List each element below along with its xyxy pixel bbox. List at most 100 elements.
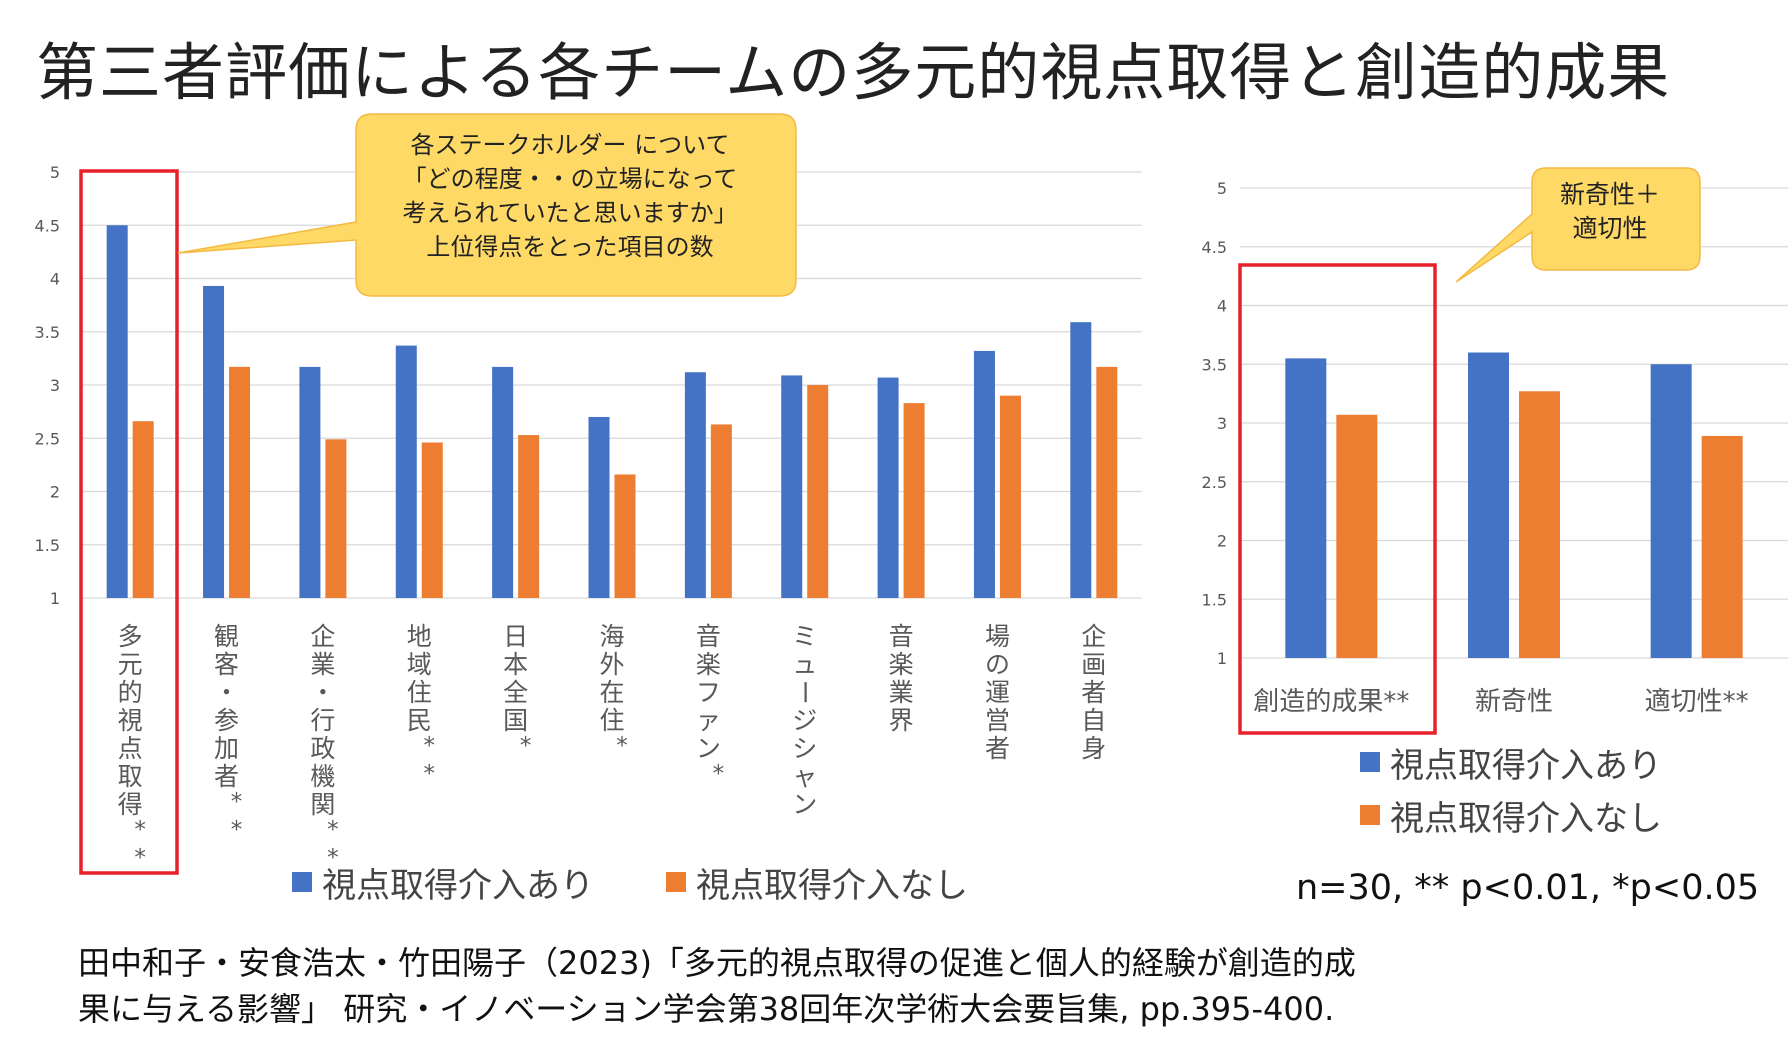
x-category-label: * bbox=[520, 733, 532, 759]
x-category-label: 元 bbox=[118, 650, 143, 679]
legend-swatch-with-main bbox=[292, 872, 312, 892]
x-category-label: 日 bbox=[503, 622, 528, 651]
legend-swatch-without-main bbox=[666, 872, 686, 892]
x-category-label: 地 bbox=[407, 622, 432, 651]
bar-without bbox=[1096, 366, 1118, 598]
bar-without bbox=[614, 474, 636, 598]
y-tick-label: 4 bbox=[50, 270, 60, 289]
main-chart-bars bbox=[106, 225, 1118, 598]
x-category-label: 業 bbox=[889, 678, 914, 707]
x-category-label: ー bbox=[790, 680, 819, 705]
x-category-label: 自 bbox=[1081, 706, 1106, 735]
y-tick-label: 3.5 bbox=[1202, 355, 1227, 374]
callout-bubble-main bbox=[177, 113, 797, 297]
side-chart-bars bbox=[1285, 352, 1743, 658]
bar-without bbox=[518, 435, 540, 598]
x-category-label: 創造的成果** bbox=[1253, 687, 1409, 717]
bar-with bbox=[877, 377, 899, 598]
x-category-label: * bbox=[134, 845, 146, 871]
bar-with bbox=[1468, 352, 1509, 658]
x-category-label: 域 bbox=[407, 650, 432, 679]
x-category-label: * bbox=[327, 817, 339, 843]
x-category-label: 海 bbox=[599, 622, 624, 651]
bar-without bbox=[132, 421, 154, 598]
page-title: 第三者評価による各チームの多元的視点取得と創造的成果 bbox=[36, 36, 1671, 109]
x-category-label: 取 bbox=[118, 762, 143, 791]
x-category-label: * bbox=[713, 761, 725, 787]
callout-side-text: 新奇性＋ 適切性 bbox=[1530, 178, 1690, 246]
x-category-label: 者 bbox=[1081, 678, 1106, 707]
bar-without bbox=[1336, 414, 1378, 658]
bar-with bbox=[106, 225, 128, 598]
legend-swatch-with-side bbox=[1360, 752, 1380, 772]
x-category-label: 身 bbox=[1081, 734, 1106, 763]
bar-without bbox=[710, 424, 732, 598]
bar-without bbox=[903, 403, 925, 598]
y-tick-label: 2 bbox=[1217, 532, 1227, 551]
callout-main-line: 各ステークホルダー について bbox=[410, 131, 730, 159]
x-category-label: 業 bbox=[310, 650, 335, 679]
x-category-label: 機 bbox=[310, 762, 335, 791]
bar-without bbox=[229, 366, 251, 598]
x-category-label: 参 bbox=[214, 706, 239, 735]
x-category-label: 界 bbox=[889, 706, 914, 735]
x-category-label: 楽 bbox=[696, 650, 721, 679]
y-tick-label: 1.5 bbox=[1202, 590, 1227, 609]
bar-with bbox=[203, 285, 225, 598]
main-chart-y-ticks: 1 1.5 2 2.5 3 3.5 4 4.5 5 bbox=[35, 163, 60, 608]
main-chart-grid bbox=[82, 171, 1142, 599]
legend-label-without-side: 視点取得介入なし bbox=[1390, 799, 1662, 839]
bar-with bbox=[781, 375, 803, 598]
highlight-box-main bbox=[79, 169, 179, 875]
x-category-label: 行 bbox=[310, 706, 335, 735]
y-tick-label: 1.5 bbox=[35, 536, 60, 555]
x-category-label: * bbox=[327, 845, 339, 871]
callout-main-line: 「どの程度・・の立場になって bbox=[402, 165, 738, 193]
x-category-label: 客 bbox=[214, 650, 239, 679]
y-tick-label: 3.5 bbox=[35, 323, 60, 342]
y-tick-label: 4.5 bbox=[35, 216, 60, 235]
x-category-label: 画 bbox=[1081, 650, 1106, 679]
x-category-label: 者 bbox=[214, 762, 239, 791]
side-chart-x-labels: 創造的成果** 新奇性 適切性** bbox=[1253, 687, 1748, 717]
bar-without bbox=[1701, 435, 1743, 658]
legend-label-without-main: 視点取得介入なし bbox=[696, 866, 968, 906]
x-category-label: 外 bbox=[599, 650, 624, 679]
x-category-label: 得 bbox=[118, 790, 143, 819]
legend-label-with-side: 視点取得介入あり bbox=[1390, 746, 1662, 786]
legend-swatch-without-side bbox=[1360, 805, 1380, 825]
x-category-label: 全 bbox=[503, 678, 528, 707]
callout-main-text: 各ステークホルダー について 「どの程度・・の立場になって 考えられていたと思い… bbox=[340, 128, 800, 264]
x-category-label: * bbox=[424, 761, 436, 787]
x-category-label: 企 bbox=[310, 622, 335, 651]
x-category-label: 住 bbox=[599, 706, 624, 735]
x-category-label: 点 bbox=[118, 734, 143, 763]
x-category-label: 政 bbox=[310, 734, 335, 763]
x-category-label: 視 bbox=[118, 706, 143, 735]
x-category-label: 住 bbox=[407, 678, 432, 707]
y-tick-label: 3 bbox=[1217, 414, 1227, 433]
bar-with bbox=[395, 345, 417, 598]
significance-note: n=30, ** p<0.01, *p<0.05 bbox=[1296, 868, 1760, 908]
x-category-label: 多 bbox=[118, 622, 143, 651]
x-category-label: ュ bbox=[792, 650, 817, 679]
x-category-label: ァ bbox=[696, 706, 721, 735]
callout-side-line: 新奇性＋ bbox=[1559, 180, 1660, 209]
x-category-label: 加 bbox=[214, 734, 239, 763]
x-category-label: フ bbox=[696, 678, 721, 707]
bar-with bbox=[1070, 322, 1092, 598]
x-category-label: 場 bbox=[985, 622, 1010, 651]
bar-with bbox=[1650, 364, 1692, 658]
bar-without bbox=[421, 442, 443, 598]
bar-without bbox=[1519, 391, 1560, 658]
callout-side-line: 適切性 bbox=[1572, 214, 1648, 243]
bar-without bbox=[999, 395, 1021, 598]
x-category-label: * bbox=[616, 733, 628, 759]
x-category-label: ン bbox=[792, 790, 817, 819]
citation-line: 田中和子・安食浩太・竹田陽子（2023)「多元的視点取得の促進と個人的経験が創造… bbox=[78, 944, 1356, 982]
x-category-label: 者 bbox=[985, 734, 1010, 763]
x-category-label: 音 bbox=[696, 622, 721, 651]
bar-with bbox=[684, 372, 706, 598]
x-category-label: 民 bbox=[407, 706, 432, 735]
